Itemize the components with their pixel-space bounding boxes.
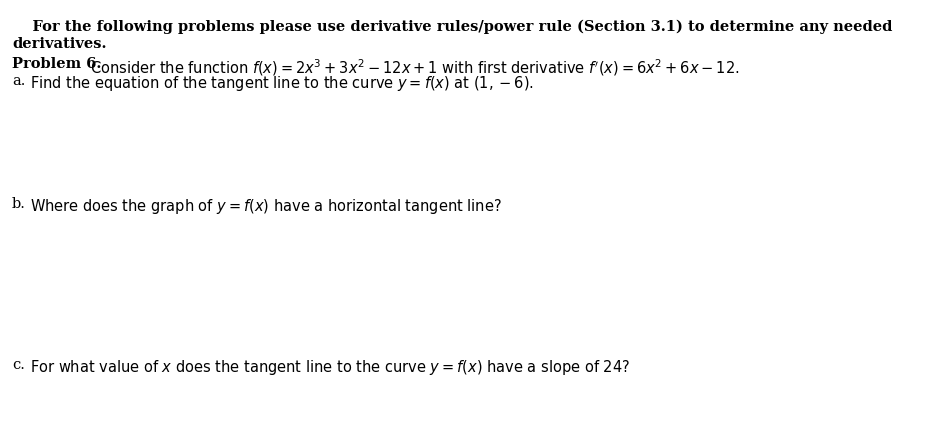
- Text: Find the equation of the tangent line to the curve $y = f(x)$ at $(1, -6)$.: Find the equation of the tangent line to…: [30, 74, 534, 93]
- Text: For what value of $x$ does the tangent line to the curve $y = f(x)$ have a slope: For what value of $x$ does the tangent l…: [30, 358, 630, 377]
- Text: b.: b.: [12, 197, 26, 211]
- Text: Where does the graph of $y = f(x)$ have a horizontal tangent line?: Where does the graph of $y = f(x)$ have …: [30, 197, 502, 216]
- Text: Problem 6.: Problem 6.: [12, 57, 101, 71]
- Text: a.: a.: [12, 74, 25, 88]
- Text: c.: c.: [12, 358, 25, 372]
- Text: Consider the function $f(x) = 2x^3 + 3x^2 - 12x + 1$ with first derivative $f'(x: Consider the function $f(x) = 2x^3 + 3x^…: [90, 57, 740, 78]
- Text: For the following problems please use derivative rules/power rule (Section 3.1) : For the following problems please use de…: [12, 20, 892, 34]
- Text: derivatives.: derivatives.: [12, 37, 107, 51]
